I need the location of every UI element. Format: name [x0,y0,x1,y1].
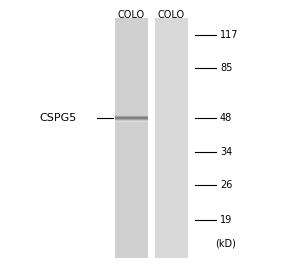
Bar [115,119,148,120]
Bar [115,18,148,258]
Bar [115,120,148,121]
Bar [115,118,148,119]
Text: 26: 26 [220,180,232,190]
Bar [115,117,148,118]
Text: COLO: COLO [157,10,185,20]
Text: 48: 48 [220,113,232,123]
Bar [155,18,188,258]
Bar [115,116,148,117]
Text: 117: 117 [220,30,239,40]
Text: CSPG5: CSPG5 [39,113,77,123]
Text: (kD): (kD) [215,239,236,249]
Text: COLO: COLO [117,10,145,20]
Text: 85: 85 [220,63,232,73]
Text: 19: 19 [220,215,232,225]
Bar [115,115,148,116]
Text: 34: 34 [220,147,232,157]
